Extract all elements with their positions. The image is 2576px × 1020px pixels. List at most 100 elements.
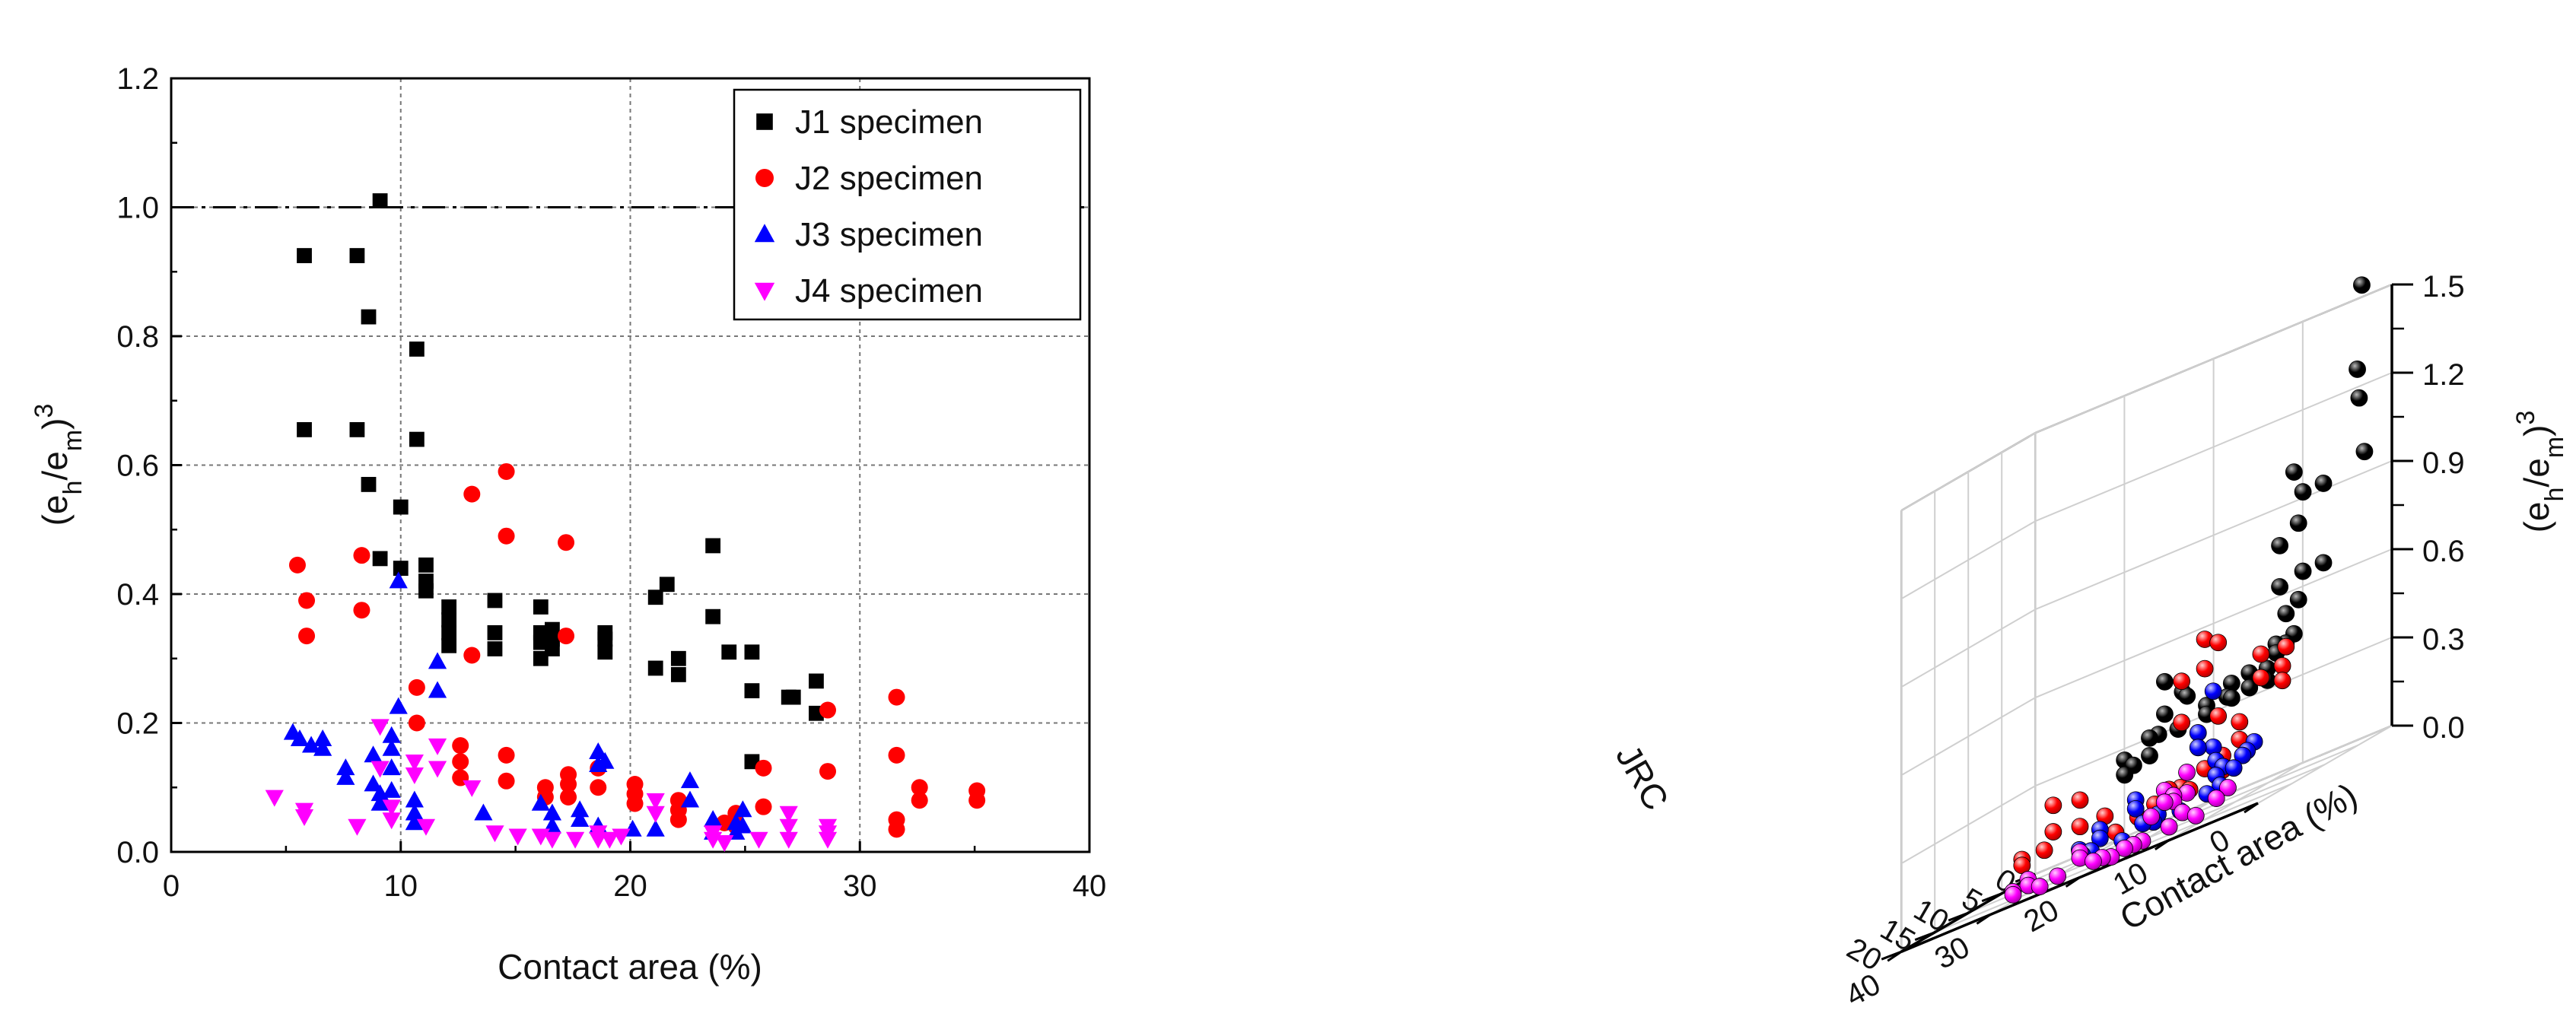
- data-point-3d: [2277, 605, 2295, 623]
- data-point-3d: [2314, 475, 2333, 492]
- data-point: [382, 726, 401, 743]
- data-point: [428, 761, 447, 778]
- data-point: [382, 758, 401, 776]
- data-point: [670, 650, 686, 666]
- data-point: [785, 689, 801, 705]
- data-point-3d: [2044, 796, 2062, 815]
- legend-label: J1 specimen: [795, 103, 983, 141]
- y-tick-label: 0.2: [116, 707, 159, 741]
- data-point: [597, 644, 613, 660]
- data-point-3d: [2273, 672, 2291, 690]
- data-point-3d: [2049, 867, 2067, 885]
- x-tick-label: 40: [1073, 869, 1107, 903]
- series-4: [265, 719, 838, 852]
- data-point-3d: [2196, 659, 2214, 678]
- data-point: [596, 751, 615, 769]
- data-points: [265, 193, 986, 852]
- data-point: [353, 547, 370, 564]
- data-point-3d: [2126, 799, 2145, 818]
- data-point: [558, 628, 575, 645]
- data-point: [313, 729, 332, 747]
- data-point: [348, 818, 367, 836]
- data-point: [485, 825, 504, 843]
- data-point-3d: [2141, 747, 2158, 764]
- data-point: [755, 798, 772, 815]
- x-axis-label: Contact area (%): [498, 947, 762, 987]
- data-point-3d: [2252, 669, 2270, 687]
- 3d-walls: [1900, 283, 2393, 953]
- legend-marker: [755, 169, 774, 187]
- data-point-3d: [2209, 634, 2228, 652]
- data-point: [428, 738, 447, 755]
- data-point-3d: [2209, 707, 2228, 725]
- data-point: [545, 641, 560, 656]
- data-point: [498, 772, 515, 790]
- data-point-3d: [2240, 678, 2259, 697]
- data-point: [809, 673, 824, 689]
- legend-marker: [756, 113, 773, 130]
- data-point: [744, 644, 760, 660]
- data-point: [646, 793, 665, 810]
- data-point-3d: [2222, 689, 2240, 707]
- grid-line-3d: [1900, 697, 2036, 777]
- data-point: [704, 809, 723, 827]
- data-point-3d: [2141, 729, 2158, 747]
- data-point: [779, 806, 798, 823]
- x3d-tick-label: 40: [1840, 968, 1886, 1013]
- legend-marker: [754, 224, 775, 243]
- plot-frame: [170, 77, 1091, 853]
- data-point: [353, 602, 370, 619]
- grid-line-3d: [1900, 609, 2036, 688]
- series-2: [288, 462, 986, 838]
- data-point: [409, 431, 425, 447]
- data-point-3d: [2277, 637, 2295, 656]
- z-tick-label: 0.3: [2422, 623, 2465, 656]
- data-point: [597, 631, 613, 647]
- data-point-3d: [2186, 807, 2205, 825]
- data-point-3d: [2189, 739, 2207, 757]
- data-point: [888, 746, 905, 764]
- y3d-tick: [1881, 950, 1902, 961]
- data-point: [463, 485, 481, 503]
- data-point: [336, 767, 355, 785]
- y-tick-label: 0.8: [116, 320, 159, 354]
- data-point: [349, 421, 365, 437]
- data-point: [755, 759, 772, 777]
- series3d-J1: [2116, 276, 2374, 784]
- y-tick-label: 0.0: [116, 836, 159, 869]
- data-point: [705, 609, 721, 624]
- y3d-tick: [1914, 931, 1935, 942]
- data-point-3d: [2225, 759, 2243, 777]
- data-point-3d: [2004, 885, 2022, 904]
- data-point: [646, 819, 665, 837]
- x-tick-label: 10: [384, 869, 418, 903]
- data-point-3d: [2156, 672, 2174, 691]
- data-point-3d: [2091, 829, 2109, 847]
- data-point: [408, 678, 425, 696]
- data-point: [372, 193, 388, 208]
- data-point: [680, 771, 700, 789]
- x-tick-label: 0: [163, 869, 180, 903]
- data-point: [508, 828, 527, 846]
- data-point-3d: [2178, 764, 2196, 781]
- data-point: [626, 795, 644, 812]
- data-point-3d: [2031, 878, 2049, 895]
- data-point: [590, 779, 607, 796]
- data-point: [779, 831, 798, 849]
- data-point: [888, 688, 905, 706]
- legend: J1 specimen J2 specimen J3 specimen J4 spec…: [733, 88, 1082, 321]
- data-point-3d: [2349, 361, 2366, 378]
- grid-line-3d: [2034, 284, 2393, 434]
- grid-line-3d: [2034, 548, 2393, 699]
- data-point: [560, 788, 577, 806]
- legend-label: J3 specimen: [795, 216, 983, 253]
- data-point: [818, 831, 838, 849]
- z-tick-label: 1.5: [2422, 270, 2465, 303]
- data-point: [680, 790, 700, 808]
- data-point: [298, 628, 316, 645]
- data-point-3d: [2156, 705, 2174, 723]
- data-point-3d: [2085, 852, 2102, 870]
- data-point: [749, 831, 768, 849]
